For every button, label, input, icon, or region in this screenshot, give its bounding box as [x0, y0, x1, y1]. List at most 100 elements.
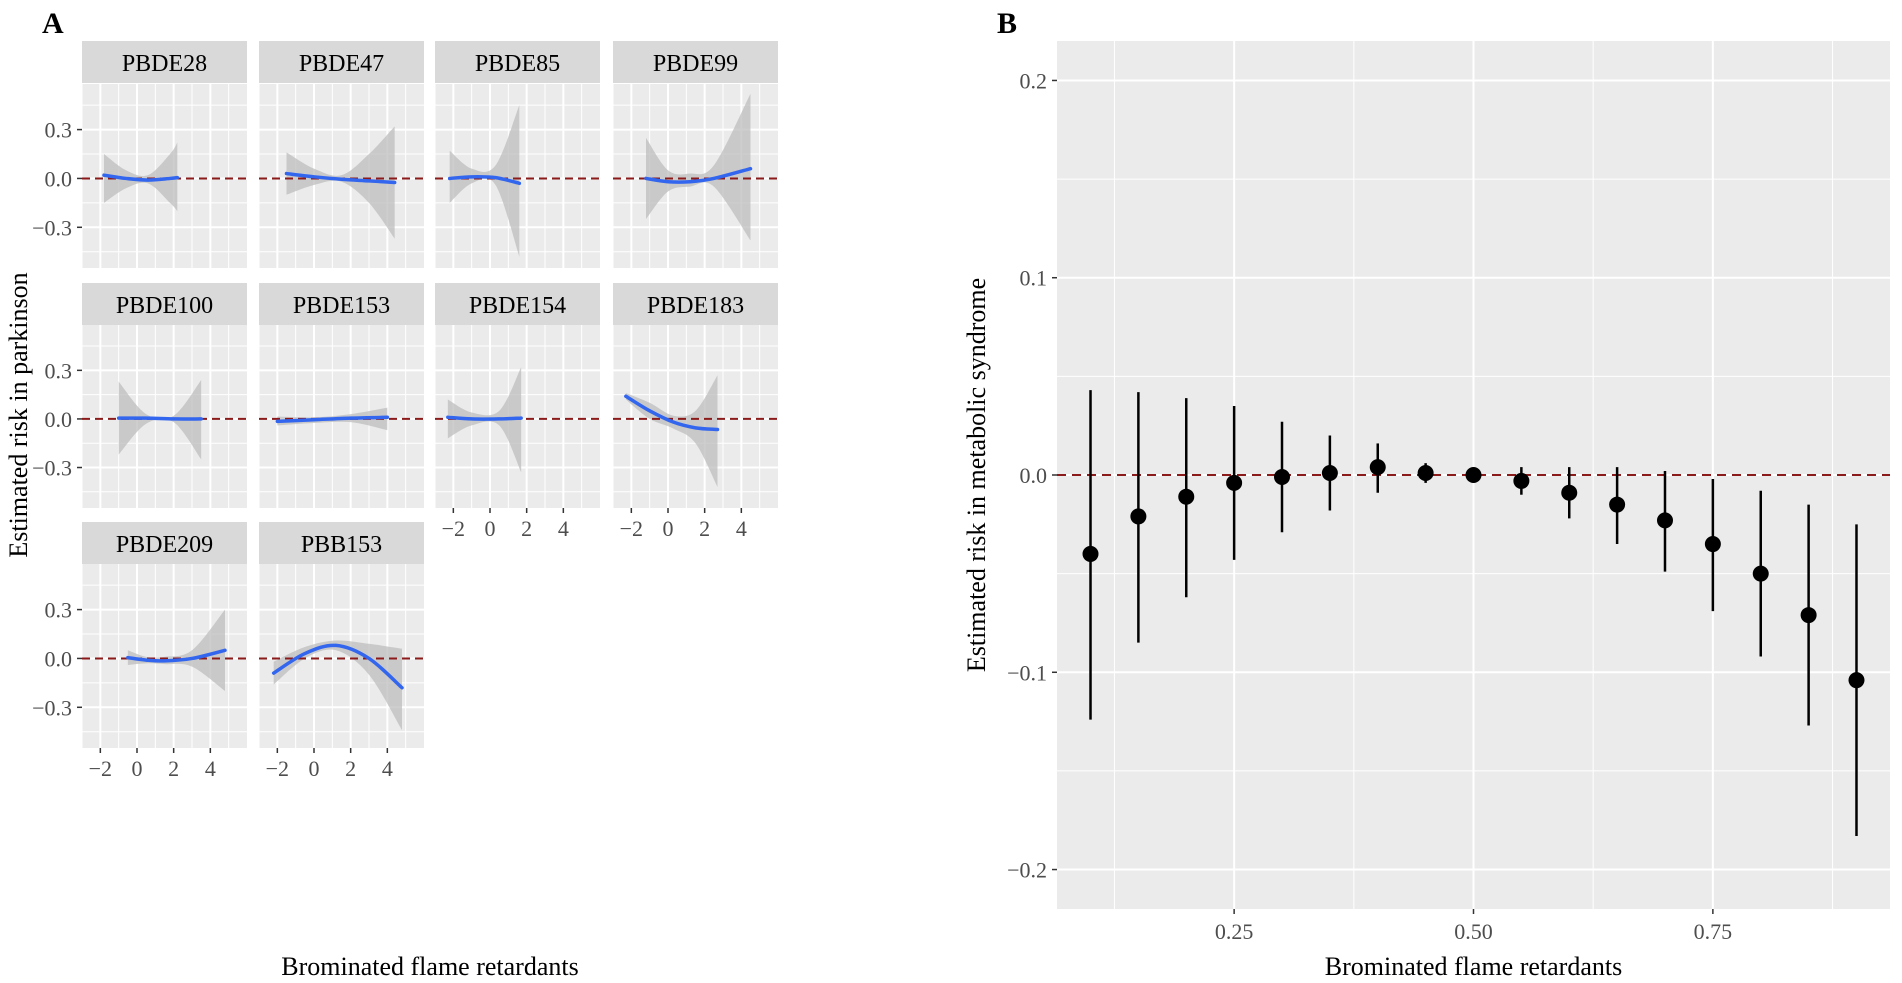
facet-title: PBDE99 — [653, 51, 738, 77]
fitted-curve — [447, 174, 522, 186]
panel-b: B −0.2 −0.1 0.0 0.1 0.2 0.25 0.50 0.75 Brominated… — [962, 7, 1890, 981]
x-tick-label: −2 — [620, 516, 643, 541]
panel-label-a: A — [42, 7, 64, 40]
x-tick-label: 4 — [736, 516, 747, 541]
facet-pbde183: PBDE183 — [612, 283, 778, 508]
facet-strip — [82, 283, 247, 325]
fitted-curve — [446, 415, 523, 421]
fitted-curve — [102, 173, 180, 182]
facet-panel-bg — [82, 325, 247, 508]
y-tick-label: −0.3 — [32, 695, 72, 720]
y-tick-label: 0.3 — [45, 118, 73, 143]
fitted-curve — [116, 416, 203, 421]
facet-strip — [435, 41, 600, 83]
y-tick-label: 0.0 — [45, 646, 73, 671]
x-tick-label: 4 — [558, 516, 569, 541]
facet-title: PBDE209 — [116, 532, 213, 558]
facet-title: PBDE154 — [469, 293, 566, 319]
y-tick-label: −0.3 — [32, 456, 72, 481]
x-tick-label: 0.75 — [1694, 919, 1733, 944]
x-tick-label: −2 — [89, 756, 112, 781]
data-point — [1417, 465, 1434, 482]
confidence-ribbon — [273, 640, 402, 731]
panel-label-b: B — [997, 7, 1017, 40]
facet-pbde47: PBDE47 — [258, 41, 424, 268]
data-point — [1465, 467, 1482, 483]
fitted-curve — [624, 394, 720, 432]
fitted-curve — [126, 648, 227, 663]
x-tick-label: 2 — [699, 516, 710, 541]
x-tick-label: 0 — [132, 756, 143, 781]
data-point — [1704, 536, 1721, 553]
fitted-curve — [275, 415, 390, 424]
x-tick-label: 0.25 — [1215, 919, 1254, 944]
y-tick-label: 0.3 — [45, 598, 73, 623]
x-tick-label: 4 — [382, 756, 393, 781]
x-tick-label: 0 — [485, 516, 496, 541]
data-point — [1274, 468, 1291, 485]
x-tick-label: 0 — [309, 756, 320, 781]
facet-title: PBDE153 — [293, 293, 390, 319]
data-point — [1609, 496, 1626, 513]
facet-pbde99: PBDE99 — [612, 41, 778, 268]
data-point — [1848, 672, 1865, 689]
confidence-ribbon — [127, 609, 225, 692]
facet-strip — [613, 283, 778, 325]
facet-strip — [259, 283, 424, 325]
fitted-curve — [644, 166, 753, 184]
facet-strip — [613, 41, 778, 83]
y-tick-label: −0.3 — [32, 215, 72, 240]
facet-title: PBDE183 — [647, 293, 744, 319]
y-axis-title-b: Estimated risk in metabolic syndrome — [962, 278, 991, 672]
facet-pbde209: PBDE209 — [81, 522, 247, 748]
data-point — [1226, 474, 1243, 491]
y-tick-label: 0.0 — [45, 166, 73, 191]
data-point — [1082, 545, 1099, 562]
x-axis-title-b: Brominated flame retardants — [1325, 952, 1622, 981]
y-tick-label: −0.1 — [1007, 660, 1047, 685]
confidence-ribbon — [104, 142, 178, 212]
facet-title: PBB153 — [301, 532, 382, 558]
fitted-curve — [271, 643, 404, 690]
facet-strip — [82, 522, 247, 564]
x-tick-label: −2 — [266, 756, 289, 781]
facet-title: PBDE85 — [475, 51, 560, 77]
panel-a: A PBDE28 PBDE47 PBDE85 PBDE99 PBDE100 PBDE153 P… — [4, 7, 778, 981]
facet-strip — [259, 41, 424, 83]
facet-title: PBDE47 — [299, 51, 384, 77]
facet-strip — [82, 41, 247, 83]
facet-title: PBDE28 — [122, 51, 207, 77]
confidence-ribbon — [625, 375, 718, 487]
y-tick-label: −0.2 — [1007, 858, 1047, 883]
data-point — [1321, 465, 1338, 482]
facet-strip — [259, 522, 424, 564]
facet-pbde100: PBDE100 — [81, 283, 247, 508]
y-tick-label: 0.0 — [45, 407, 73, 432]
data-point — [1752, 565, 1769, 582]
data-point — [1178, 488, 1195, 505]
data-point — [1513, 472, 1530, 489]
y-tick-label: 0.0 — [1020, 463, 1048, 488]
x-tick-label: 2 — [345, 756, 356, 781]
facet-pbde28: PBDE28 — [81, 41, 247, 268]
x-tick-label: 2 — [521, 516, 532, 541]
data-point — [1561, 484, 1578, 501]
data-point — [1130, 508, 1147, 525]
x-tick-label: 0 — [663, 516, 674, 541]
facet-title: PBDE100 — [116, 293, 213, 319]
facet-pbb153: PBB153 — [258, 522, 424, 748]
facet-pbde154: PBDE154 — [434, 283, 600, 508]
data-point — [1800, 607, 1817, 624]
data-point — [1369, 459, 1386, 476]
facet-pbde153: PBDE153 — [258, 283, 424, 508]
facet-pbde85: PBDE85 — [434, 41, 600, 268]
fitted-curve — [284, 171, 397, 185]
y-tick-label: 0.3 — [45, 358, 73, 383]
y-tick-label: 0.1 — [1020, 266, 1048, 291]
confidence-ribbon — [646, 93, 751, 241]
y-axis-title-a: Estimated risk in parkinson — [4, 272, 33, 557]
y-tick-label: 0.2 — [1020, 68, 1048, 93]
x-tick-label: 4 — [205, 756, 216, 781]
x-tick-label: −2 — [442, 516, 465, 541]
